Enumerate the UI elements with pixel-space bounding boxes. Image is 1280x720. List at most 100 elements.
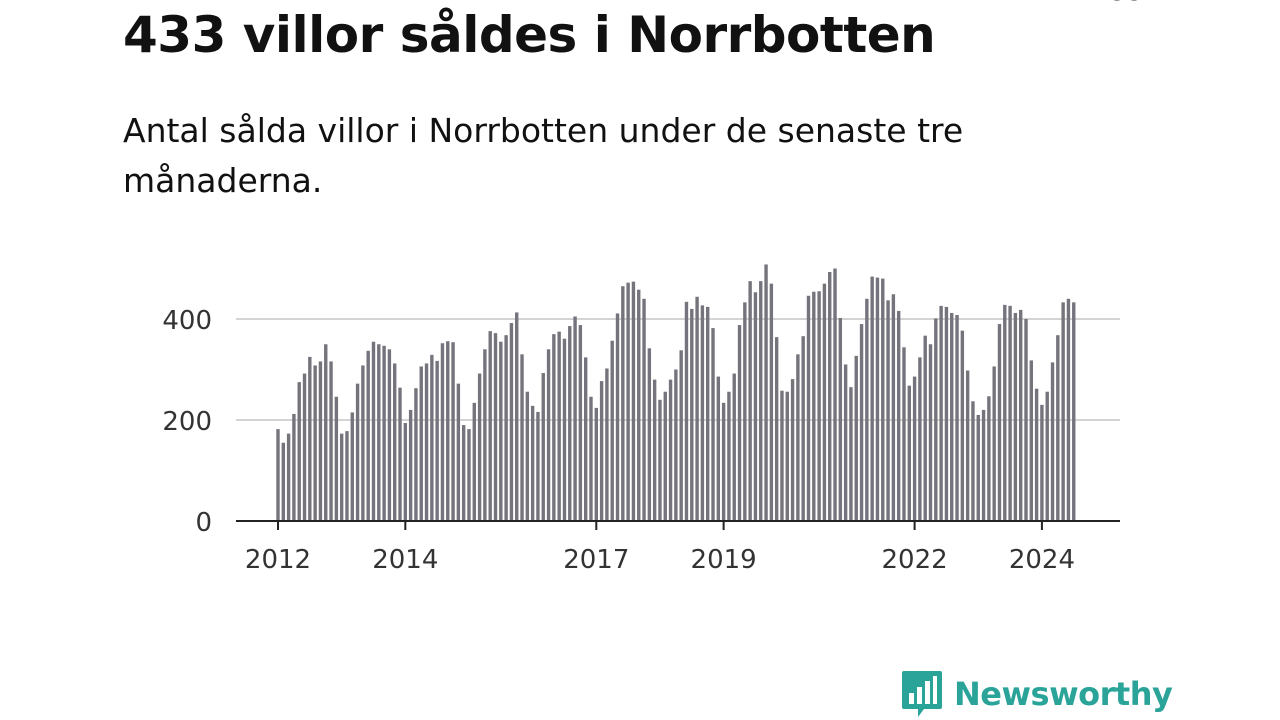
bar [525,391,530,521]
bar [562,338,567,521]
bar [589,396,593,521]
x-tick-label: 2014 [372,545,438,575]
bar [345,431,349,521]
bar [419,366,423,521]
bar [881,278,885,521]
bar [700,305,705,521]
bar [1061,302,1065,521]
bar [286,433,291,521]
bar [812,291,816,521]
bar [732,373,736,521]
bar [971,401,975,521]
bar [350,412,354,521]
bar [318,361,323,521]
bar [1029,360,1034,521]
bar [440,343,445,521]
bar [652,379,657,521]
bar [1019,309,1023,521]
bar [806,295,811,521]
bar [1003,304,1007,521]
bar [801,336,805,521]
bar [302,373,307,521]
bar [902,347,906,521]
bar [472,402,476,521]
bar [281,442,286,521]
bar [737,325,742,521]
bar [944,306,949,521]
bar [621,286,625,521]
bar [382,345,386,521]
bar [313,365,317,521]
bar [774,337,779,521]
bar [828,272,832,521]
bar [573,316,577,521]
bar [1056,335,1060,521]
bar [446,341,450,521]
bar [1008,305,1012,521]
y-tick-label: 0 [195,508,212,538]
bar [631,281,636,521]
bar [615,313,620,521]
bar [371,341,376,521]
bar [875,277,880,521]
bar [711,328,715,521]
bar [477,373,482,521]
y-tick-label: 400 [162,306,212,336]
bar [387,349,392,521]
bar [785,391,789,521]
bar [1013,312,1018,521]
y-axis-ticks: 0 200 400 [162,306,212,538]
bar [329,361,333,521]
bar [721,402,726,521]
bar [408,409,413,521]
bar [918,357,922,521]
bar [896,310,901,521]
bar [690,308,694,521]
bar [658,399,662,521]
bar [541,373,545,521]
bar [435,360,439,521]
bar [843,364,848,521]
bar [1024,319,1028,521]
bar [605,368,609,521]
bar [780,390,784,521]
bar [552,334,556,521]
highlight-value-label: 433 [1092,0,1144,7]
bar [297,382,301,522]
bar [753,292,758,521]
x-tick-label: 2012 [245,545,311,575]
bar [764,264,768,521]
bar [594,407,598,521]
bar [923,335,927,521]
y-tick-label: 200 [162,407,212,437]
bar [546,349,551,521]
bar [339,433,344,521]
bar [748,281,752,522]
bar [499,341,503,521]
bar [610,340,614,521]
bar [679,350,683,521]
bar [530,405,535,521]
bar [366,350,370,521]
bar [536,411,540,521]
bar [960,330,965,521]
bar [955,314,959,521]
bar [976,414,980,521]
bar-chart: 0 200 400 2012 2014 2017 2019 2022 2024 433 [162,0,1144,575]
bar [642,298,646,521]
x-tick-label: 2019 [691,545,757,575]
bar [674,369,678,521]
bar [377,344,381,521]
chart-title: 433 villor såldes i Norrbotten [123,6,936,64]
bar [308,356,312,522]
bar [716,376,721,521]
bar [578,325,583,521]
bar-chart-badge-icon [902,671,942,717]
bar [430,354,434,521]
bar [928,344,933,521]
bar [393,363,397,521]
bar [424,363,429,521]
bar [769,283,774,521]
bars [276,264,1076,522]
bar [912,376,917,521]
